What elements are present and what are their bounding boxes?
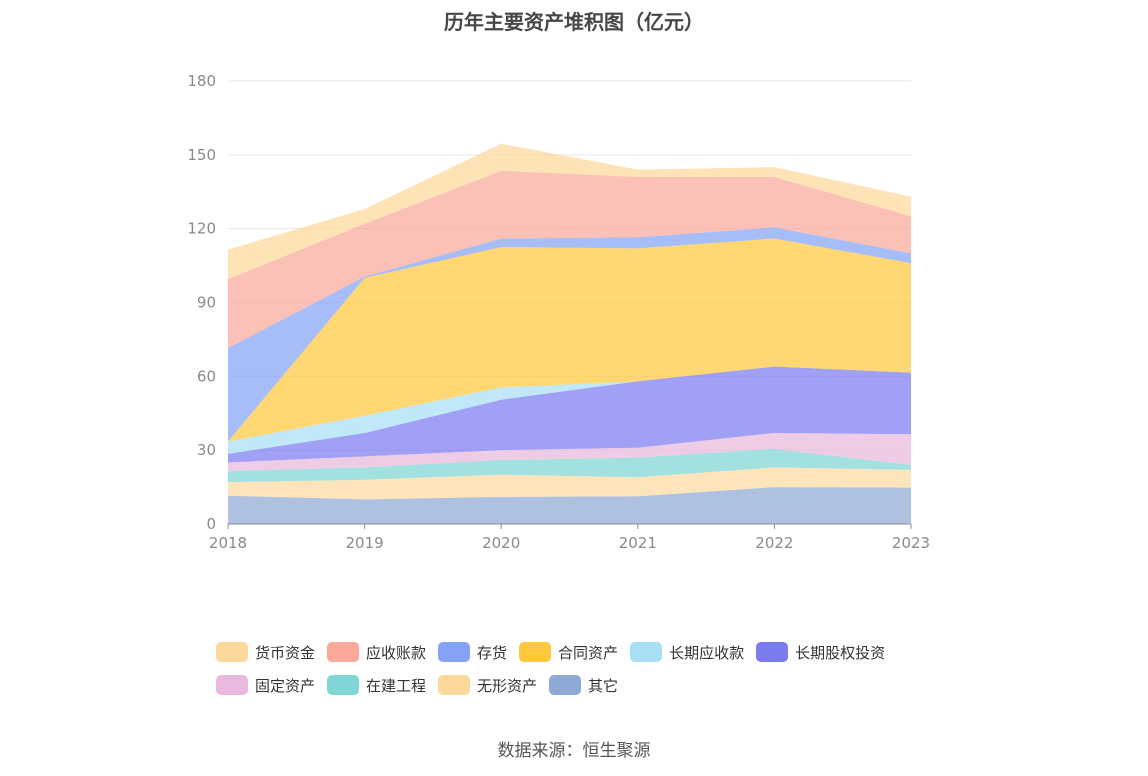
area-存货[interactable] [228, 227, 911, 442]
x-tick-label: 2022 [755, 534, 793, 552]
x-tick-label: 2021 [619, 534, 657, 552]
axes: 0 30 60 90 120 150 180 2018 2019 2020 2021 2022 2023 [187, 72, 930, 552]
y-tick-label: 30 [197, 441, 216, 459]
y-tick-label: 120 [187, 220, 216, 238]
area-货币资金[interactable] [228, 143, 911, 280]
y-tick-label: 90 [197, 294, 216, 312]
legend-label: 长期应收款 [669, 643, 745, 662]
legend-swatch [327, 642, 360, 662]
y-tick-label: 180 [187, 72, 216, 90]
legend-label: 其它 [588, 676, 619, 695]
x-tick-label: 2023 [892, 534, 930, 552]
legend-item[interactable]: 固定资产 [216, 673, 315, 697]
legend-item[interactable]: 其它 [549, 673, 618, 697]
area-series [228, 143, 911, 524]
x-tick-label: 2018 [209, 534, 247, 552]
legend-label: 应收账款 [366, 643, 427, 662]
x-tick-label: 2019 [346, 534, 384, 552]
legend-item[interactable]: 存货 [438, 640, 507, 664]
legend-label: 在建工程 [366, 676, 427, 695]
area-合同资产[interactable] [228, 238, 911, 442]
x-tick-label: 2020 [482, 534, 520, 552]
area-在建工程[interactable] [228, 448, 911, 483]
legend-item[interactable]: 货币资金 [216, 640, 315, 664]
legend-label: 存货 [477, 643, 508, 662]
legend-swatch [519, 642, 552, 662]
legend-swatch [630, 642, 663, 662]
legend-label: 固定资产 [255, 676, 316, 695]
legend-item[interactable]: 无形资产 [438, 673, 537, 697]
legend: 货币资金 应收账款 存货 合同资产 长期应收款 长期股权投资固定资产 在建工程 无形资产 其它 [216, 640, 956, 706]
area-固定资产[interactable] [228, 432, 911, 472]
legend-swatch [756, 642, 789, 662]
legend-item[interactable]: 在建工程 [327, 673, 426, 697]
legend-item[interactable]: 长期应收款 [630, 640, 744, 664]
legend-swatch [327, 675, 360, 695]
legend-label: 无形资产 [477, 676, 538, 695]
chart-title: 历年主要资产堆积图（亿元） [444, 10, 704, 34]
legend-swatch [438, 642, 471, 662]
legend-swatch [216, 642, 248, 662]
legend-label: 长期股权投资 [795, 643, 886, 662]
legend-swatch [438, 675, 471, 695]
area-应收账款[interactable] [228, 170, 911, 349]
area-无形资产[interactable] [228, 467, 911, 500]
source-note: 数据来源：恒生聚源 [497, 741, 651, 761]
area-长期股权投资[interactable] [228, 366, 911, 463]
area-其它[interactable] [228, 487, 911, 524]
legend-swatch [549, 675, 582, 695]
legend-item[interactable]: 应收账款 [327, 640, 426, 664]
legend-item[interactable]: 合同资产 [519, 640, 618, 664]
legend-label: 合同资产 [558, 643, 619, 662]
legend-swatch [216, 675, 248, 695]
legend-item[interactable]: 长期股权投资 [756, 640, 885, 664]
y-tick-label: 0 [206, 515, 216, 533]
legend-label: 货币资金 [255, 643, 316, 662]
y-tick-label: 150 [187, 146, 216, 164]
y-tick-label: 60 [197, 367, 216, 385]
